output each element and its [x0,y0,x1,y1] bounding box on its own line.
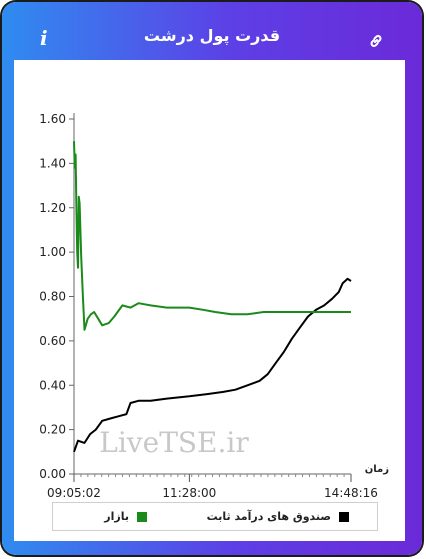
y-tick-label: 1.40 [39,156,66,170]
legend-label-fixed-income: صندوق های درآمد ثابت [206,510,331,523]
x-axis-label: زمان [365,464,389,475]
y-tick-label: 1.00 [39,245,66,259]
widget-title: قدرت پول درشت [143,26,281,45]
y-tick-label: 1.20 [39,201,66,215]
y-tick-label: 0.40 [39,378,66,392]
legend-label-market: بازار [104,510,129,523]
legend-swatch-market [137,511,147,522]
y-tick-label: 0.60 [39,334,66,348]
series-line-market [73,141,351,331]
y-tick-label: 0.20 [39,423,66,437]
watermark: LiveTSE.ir [99,426,249,459]
x-tick-label: 11:28:00 [162,486,216,500]
widget-header: i قدرت پول درشت [2,2,422,60]
legend-swatch-fixed-income [339,511,349,522]
series-line-fixed-income [73,277,352,453]
y-tick-label: 0.00 [39,467,66,481]
x-tick-label: 14:48:16 [324,486,378,500]
legend-item-fixed-income[interactable]: صندوق های درآمد ثابت [207,510,349,523]
y-tick-label: 1.60 [39,112,66,126]
x-tick-label: 09:05:02 [47,486,101,500]
widget-card: i قدرت پول درشت LiveTSE.ir 0.00 0.20 0.40 0… [2,2,422,555]
chart-panel: LiveTSE.ir 0.00 0.20 0.40 0.60 0.80 1.00 1.20 1… [14,60,405,541]
link-icon[interactable] [368,33,384,53]
chart-legend: صندوق های درآمد ثابت بازار [52,502,378,531]
line-chart: LiveTSE.ir 0.00 0.20 0.40 0.60 0.80 1.00 1.20 1… [39,112,389,500]
y-tick-label: 0.80 [39,290,66,304]
info-icon[interactable]: i [40,26,48,50]
legend-item-market[interactable]: بازار [104,510,147,523]
